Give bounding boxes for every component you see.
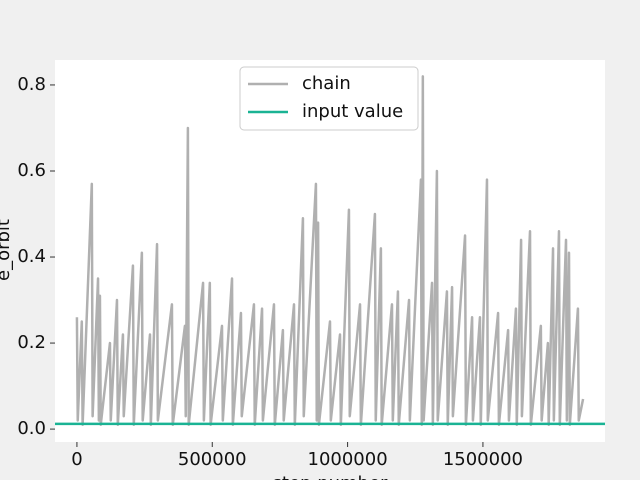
y-tick-label: 0.0 (17, 418, 46, 439)
x-tick-label: 500000 (178, 449, 247, 470)
plot (55, 75, 605, 427)
y-axis-label: e_orbit (0, 219, 14, 281)
y-tick-label: 0.6 (17, 160, 46, 181)
legend-label: input value (302, 101, 403, 122)
x-tick-label: 0 (71, 449, 82, 470)
y-tick-label: 0.2 (17, 332, 46, 353)
y-tick-label: 0.8 (17, 74, 46, 95)
x-tick-label: 1500000 (443, 449, 523, 470)
x-axis-label: step number (273, 473, 389, 480)
y-tick-label: 0.4 (17, 246, 46, 267)
legend: chain input value (239, 66, 419, 131)
legend-label: chain (302, 73, 351, 94)
x-tick-label: 1000000 (308, 449, 388, 470)
